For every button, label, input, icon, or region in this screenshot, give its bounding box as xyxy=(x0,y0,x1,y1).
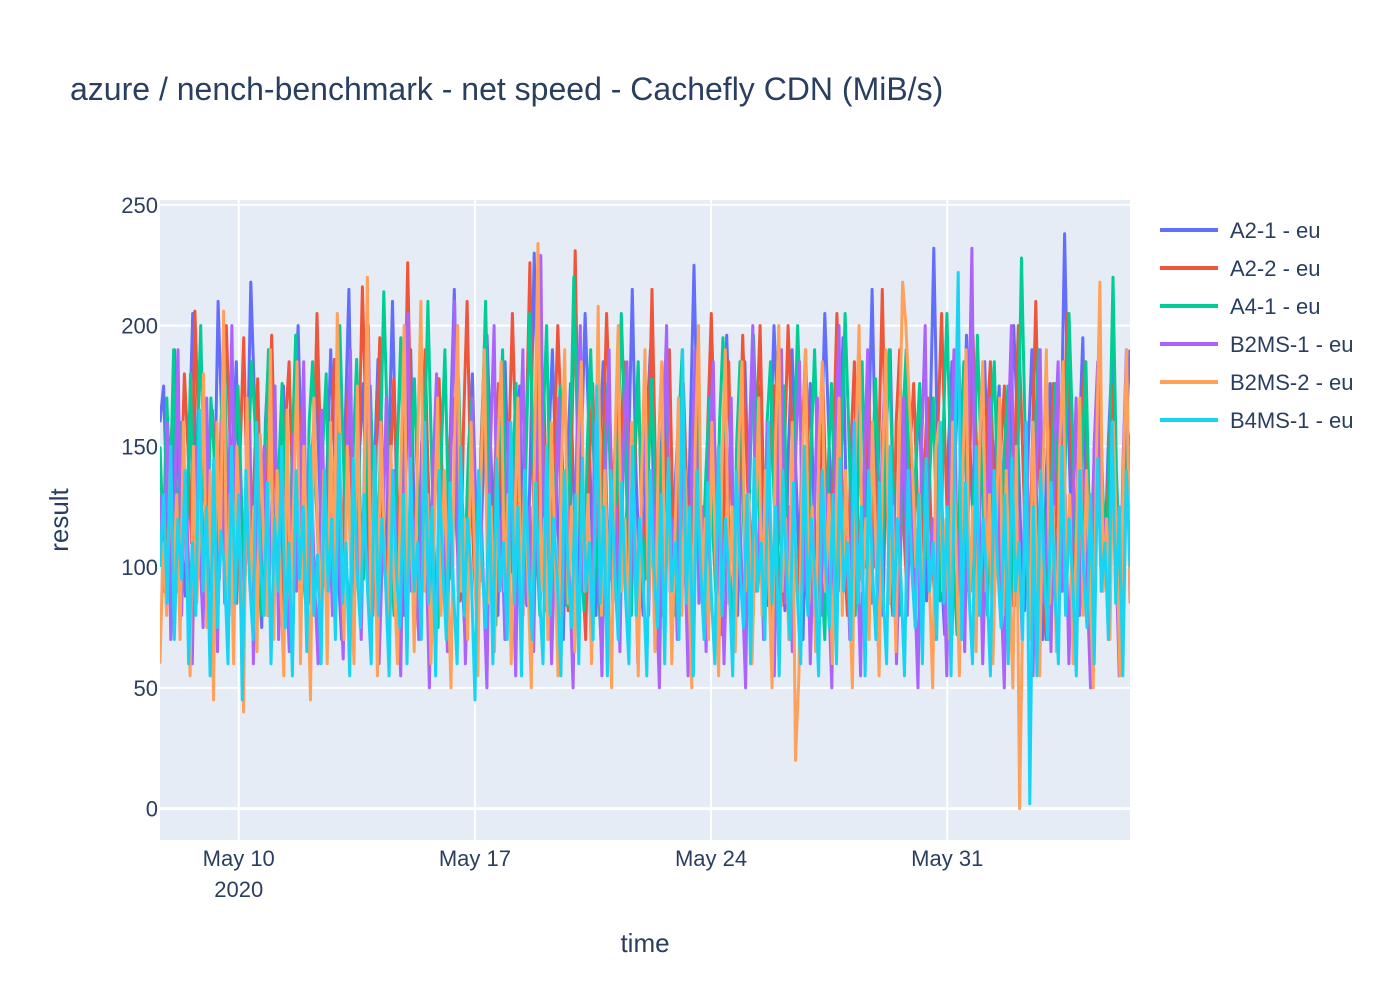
legend[interactable]: A2-1 - eu A2-2 - eu A4-1 - eu B2MS-1 - eu B2… xyxy=(1160,218,1354,433)
y-tick-label: 150 xyxy=(121,434,158,459)
x-tick-label: May 24 xyxy=(675,846,747,871)
legend-item[interactable]: A2-2 - eu xyxy=(1160,256,1321,281)
legend-label: A2-1 - eu xyxy=(1230,218,1321,243)
x-tick-label: May 31 xyxy=(911,846,983,871)
legend-label: A4-1 - eu xyxy=(1230,294,1321,319)
y-axis-ticks: 0 50 100 150 200 250 xyxy=(121,193,158,822)
chart-title: azure / nench-benchmark - net speed - Ca… xyxy=(70,71,943,107)
x-axis-ticks: May 10 2020 May 17 May 24 May 31 xyxy=(203,846,984,902)
x-axis-title: time xyxy=(620,928,669,958)
legend-item[interactable]: A4-1 - eu xyxy=(1160,294,1321,319)
y-tick-label: 100 xyxy=(121,555,158,580)
x-tick-sublabel: 2020 xyxy=(214,877,263,902)
y-tick-label: 50 xyxy=(134,676,158,701)
legend-item[interactable]: B2MS-2 - eu xyxy=(1160,370,1354,395)
legend-item[interactable]: B2MS-1 - eu xyxy=(1160,332,1354,357)
y-tick-label: 250 xyxy=(121,193,158,218)
series-lines xyxy=(160,232,1130,811)
y-tick-label: 200 xyxy=(121,314,158,339)
series-line xyxy=(160,271,1130,806)
y-tick-label: 0 xyxy=(146,797,158,822)
x-tick-label: May 10 xyxy=(203,846,275,871)
legend-item[interactable]: A2-1 - eu xyxy=(1160,218,1321,243)
y-axis-title: result xyxy=(44,487,74,551)
legend-item[interactable]: B4MS-1 - eu xyxy=(1160,408,1354,433)
legend-label: B2MS-2 - eu xyxy=(1230,370,1354,395)
legend-label: B2MS-1 - eu xyxy=(1230,332,1354,357)
legend-label: A2-2 - eu xyxy=(1230,256,1321,281)
x-tick-label: May 17 xyxy=(439,846,511,871)
legend-label: B4MS-1 - eu xyxy=(1230,408,1354,433)
